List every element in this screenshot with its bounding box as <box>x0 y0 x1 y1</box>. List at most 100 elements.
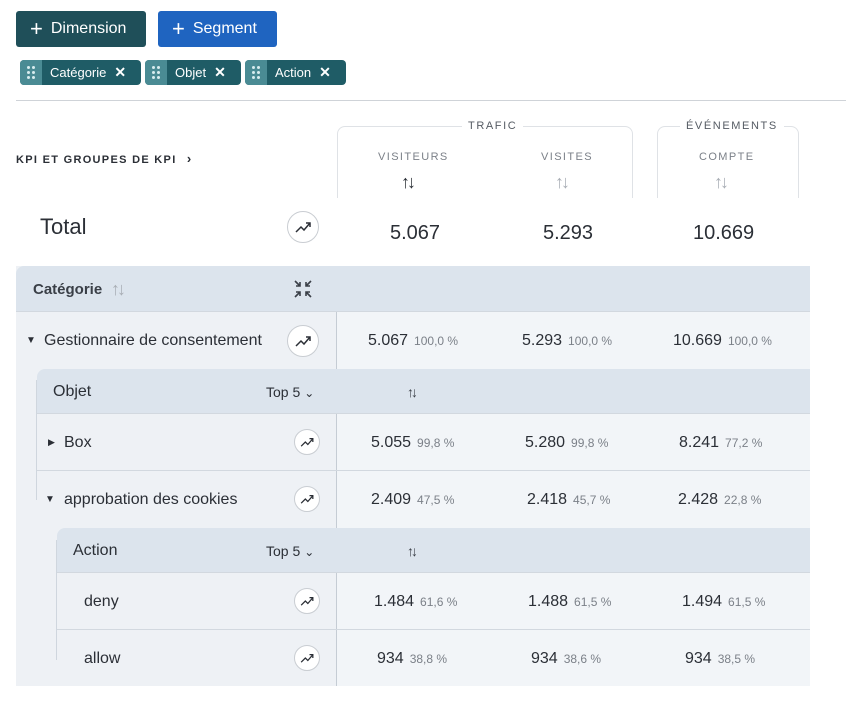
trend-button[interactable] <box>287 211 319 243</box>
trend-button[interactable] <box>287 325 319 357</box>
kpi-groups-link[interactable]: KPI ET GROUPES DE KPI › <box>16 151 193 166</box>
top-n-value: Top 5 <box>266 384 301 400</box>
row-label-box[interactable]: Box <box>64 434 92 451</box>
expand-arrow-icon[interactable]: ▼ <box>45 494 55 505</box>
action-header-band <box>57 528 810 573</box>
percent: 61,5 % <box>574 595 612 609</box>
percent: 61,6 % <box>420 595 458 609</box>
action-header[interactable]: Action <box>73 542 118 559</box>
top-n-select[interactable]: Top 5 ⌄ <box>266 384 314 400</box>
cell-count: 10.669 100,0 % <box>673 332 772 350</box>
row-label-allow[interactable]: allow <box>84 650 121 667</box>
sort-icon[interactable]: ↑↓ <box>111 279 126 299</box>
sort-icon[interactable]: ↑↓ <box>407 384 418 400</box>
group-events-title: ÉVÉNEMENTS <box>680 120 784 132</box>
column-header-visits[interactable]: VISITES <box>541 151 593 163</box>
drag-handle-icon[interactable] <box>20 60 42 85</box>
category-header-band <box>16 266 810 312</box>
chip-categorie[interactable]: Catégorie ✕ <box>20 60 141 85</box>
trend-button[interactable] <box>294 429 320 455</box>
cell-visits: 934 38,6 % <box>531 650 601 668</box>
plus-icon: + <box>172 16 185 41</box>
trend-icon <box>300 438 314 447</box>
chip-label: Catégorie <box>50 65 107 80</box>
add-dimension-button[interactable]: + Dimension <box>16 11 146 47</box>
percent: 61,5 % <box>728 595 766 609</box>
percent: 38,8 % <box>409 652 448 666</box>
column-header-count[interactable]: COMPTE <box>699 151 755 163</box>
row-label-deny[interactable]: deny <box>84 593 119 610</box>
row-divider <box>57 572 810 573</box>
percent: 47,5 % <box>417 493 455 507</box>
cell-count: 2.428 22,8 % <box>678 491 761 509</box>
plus-icon: + <box>30 16 43 41</box>
value: 5.293 <box>522 332 563 349</box>
column-divider <box>336 266 337 686</box>
tree-line <box>36 380 37 500</box>
value: 8.241 <box>679 434 720 451</box>
trend-button[interactable] <box>294 645 320 671</box>
value: 5.280 <box>525 434 566 451</box>
percent: 22,8 % <box>724 493 762 507</box>
percent: 100,0 % <box>414 334 459 348</box>
value: 10.669 <box>673 332 722 349</box>
values-panel <box>336 266 810 686</box>
expand-arrow-icon[interactable]: ▶ <box>48 437 55 447</box>
row-divider <box>37 470 810 471</box>
cell-visitors: 1.484 61,6 % <box>374 593 457 611</box>
row-divider <box>16 311 810 312</box>
chip-label: Objet <box>175 65 207 80</box>
total-visitors: 5.067 <box>390 222 441 244</box>
cell-visitors: 934 38,8 % <box>377 650 447 668</box>
expand-arrow-icon[interactable]: ▼ <box>26 335 36 346</box>
collapse-icon[interactable] <box>294 280 312 298</box>
trend-button[interactable] <box>294 588 320 614</box>
percent: 100,0 % <box>727 334 772 348</box>
percent: 99,8 % <box>571 436 609 450</box>
value: 1.488 <box>528 593 569 610</box>
row-label-cookies[interactable]: approbation des cookies <box>64 491 238 508</box>
close-icon[interactable]: ✕ <box>114 64 127 80</box>
column-header-visitors[interactable]: VISITEURS <box>378 151 449 163</box>
close-icon[interactable]: ✕ <box>319 64 331 80</box>
total-count: 10.669 <box>693 222 755 244</box>
sort-icon[interactable]: ↑↓ <box>407 543 418 559</box>
value: 934 <box>685 650 712 667</box>
value: 934 <box>377 650 404 667</box>
sort-icon[interactable]: ↑↓ <box>714 172 729 192</box>
group-events: ÉVÉNEMENTS <box>657 120 799 198</box>
add-dimension-label: Dimension <box>50 20 127 37</box>
trend-icon <box>300 597 314 606</box>
sort-icon[interactable]: ↑↓ <box>555 172 570 192</box>
chip-objet[interactable]: Objet ✕ <box>145 60 241 85</box>
trend-icon <box>300 495 314 504</box>
add-segment-label: Segment <box>192 20 257 37</box>
percent: 99,8 % <box>417 436 455 450</box>
tree-line <box>56 540 57 660</box>
category-header[interactable]: Catégorie <box>33 281 103 298</box>
sort-desc-icon[interactable]: ↑↓ <box>401 172 416 192</box>
cell-visits: 5.293 100,0 % <box>522 332 612 350</box>
trend-icon <box>295 336 311 347</box>
total-visits: 5.293 <box>543 222 594 244</box>
objet-header[interactable]: Objet <box>53 383 92 400</box>
drag-handle-icon[interactable] <box>245 60 267 85</box>
trend-icon <box>295 222 311 233</box>
value: 5.067 <box>368 332 409 349</box>
add-segment-button[interactable]: + Segment <box>158 11 277 47</box>
divider <box>16 100 846 101</box>
chip-action[interactable]: Action ✕ <box>245 60 346 85</box>
value: 934 <box>531 650 558 667</box>
cell-count: 1.494 61,5 % <box>682 593 765 611</box>
value: 2.409 <box>371 491 412 508</box>
cell-visits: 2.418 45,7 % <box>527 491 610 509</box>
cell-count: 934 38,5 % <box>685 650 755 668</box>
percent: 45,7 % <box>573 493 611 507</box>
row-label-gestionnaire[interactable]: Gestionnaire de consentement <box>44 332 262 349</box>
group-traffic: TRAFIC <box>337 120 633 198</box>
top-n-select[interactable]: Top 5 ⌄ <box>266 543 314 559</box>
drag-handle-icon[interactable] <box>145 60 167 85</box>
trend-button[interactable] <box>294 486 320 512</box>
value: 1.494 <box>682 593 723 610</box>
close-icon[interactable]: ✕ <box>214 64 226 80</box>
